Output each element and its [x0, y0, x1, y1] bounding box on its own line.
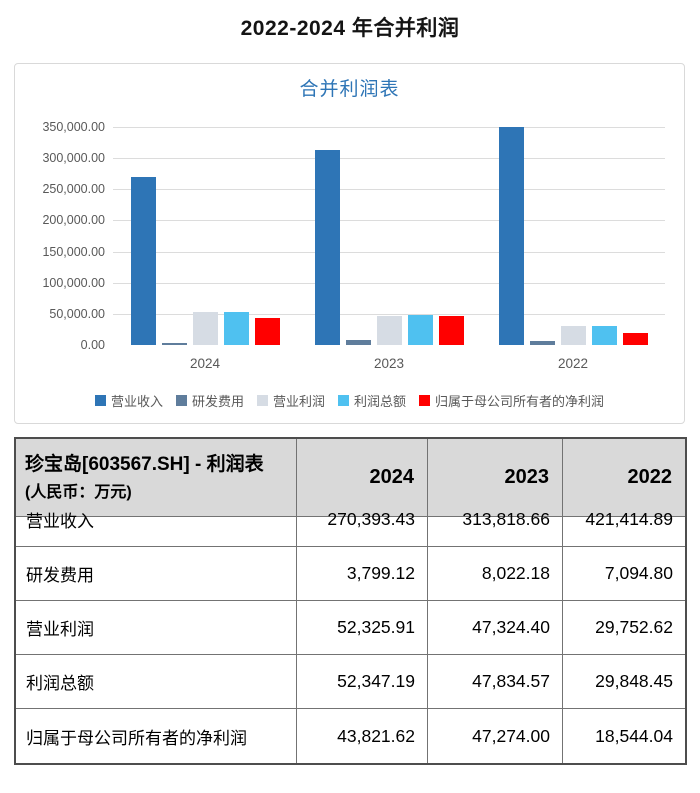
y-tick-label: 50,000.00: [49, 306, 105, 321]
value-operating-profit-2022: 29,752.62: [563, 601, 685, 655]
value-total-profit-2022: 29,848.45: [563, 655, 685, 709]
y-tick-label: 0.00: [80, 338, 105, 352]
bar-operating-revenue-2023: [314, 149, 340, 345]
legend-swatch-icon: [256, 395, 268, 406]
bar-total-profit-2023: [407, 315, 433, 345]
value-rd-expense-2023: 8,022.18: [428, 547, 563, 601]
legend-swatch-icon: [338, 395, 349, 406]
table-title-cell: 珍宝岛[603567.SH] - 利润表 (人民币：万元): [16, 439, 297, 517]
legend-label: 归属于母公司所有者的净利润: [435, 394, 605, 409]
chart-plot-area: [113, 127, 665, 345]
row-label-operating-profit: 营业利润: [16, 601, 297, 655]
y-tick-label: 200,000.00: [42, 213, 105, 228]
value-net-profit-parent-2022: 18,544.04: [595, 725, 673, 746]
bar-group-2022: [481, 127, 665, 345]
x-axis-label-2023: 2023: [373, 356, 405, 371]
column-header-2022: 2022: [563, 439, 685, 517]
bar-group-2024: [113, 127, 297, 345]
table-unit-label: (人民币：万元): [25, 483, 132, 501]
gridline: [113, 313, 665, 315]
legend-label: 利润总额: [354, 394, 407, 409]
legend-item-net-profit-parent: 归属于母公司所有者的净利润: [419, 391, 604, 410]
x-axis-label-2024: 2024: [189, 356, 221, 371]
x-axis-label-2022: 2022: [557, 356, 589, 371]
column-header-2023: 2023: [428, 439, 563, 517]
row-label-rd-expense: 研发费用: [16, 547, 297, 601]
value-operating-profit-2024: 52,325.91: [297, 601, 428, 655]
legend-item-operating-revenue: 营业收入: [94, 391, 163, 410]
bar-total-profit-2022: [591, 326, 617, 345]
y-tick-label: 250,000.00: [42, 182, 105, 197]
value-operating-profit-2023: 47,324.40: [428, 601, 563, 655]
value-operating-revenue-2023: 313,818.66: [428, 493, 563, 547]
bar-group-2023: [297, 127, 481, 345]
bar-net-profit-parent-2023: [438, 315, 464, 345]
row-label-net-profit-parent: 归属于母公司所有者的净利润: [16, 709, 297, 763]
bar-operating-profit-2024: [192, 312, 218, 345]
chart-card: 合并利润表 350,000.00 300,000.00 250,000.00 200,…: [14, 63, 685, 424]
y-tick-label: 100,000.00: [42, 275, 105, 290]
bar-operating-revenue-2022: [498, 127, 524, 345]
legend-label: 营业利润: [272, 394, 325, 409]
value-operating-revenue-2022: 421,414.89: [563, 493, 685, 547]
gridline: [113, 158, 665, 160]
row-label-operating-revenue: 营业收入: [16, 493, 297, 547]
value-operating-revenue-2024: 270,393.43: [297, 493, 428, 547]
page-title: 2022-2024 年合并利润: [240, 17, 460, 40]
bar-operating-profit-2023: [376, 315, 402, 345]
gridline: [113, 251, 665, 253]
table-title: 珍宝岛[603567.SH] - 利润表: [25, 453, 264, 475]
bar-operating-profit-2022: [560, 326, 586, 345]
gridline: [113, 282, 665, 284]
legend-swatch-icon: [419, 395, 431, 406]
y-tick-label: 350,000.00: [42, 120, 105, 134]
bar-rd-expense-2022: [529, 340, 555, 345]
y-tick-label: 300,000.00: [42, 151, 105, 166]
chart-legend: 营业收入 研发费用 营业利润 利润总额 归属于母公司所有者的净利润: [15, 391, 684, 410]
bar-net-profit-parent-2022: [622, 333, 648, 345]
value-total-profit-2024: 52,347.19: [297, 655, 428, 709]
legend-label: 研发费用: [191, 394, 244, 409]
legend-label: 营业收入: [110, 394, 163, 409]
gridline: [113, 220, 665, 222]
bar-net-profit-parent-2024: [254, 317, 280, 345]
legend-swatch-icon: [94, 395, 106, 406]
legend-item-operating-profit: 营业利润: [256, 391, 325, 410]
gridline: [113, 127, 665, 128]
bar-rd-expense-2023: [345, 340, 371, 345]
legend-item-rd-expense: 研发费用: [175, 391, 244, 410]
column-header-2024: 2024: [297, 439, 428, 517]
financial-table: 珍宝岛[603567.SH] - 利润表 (人民币：万元) 2024 2023 …: [14, 437, 687, 765]
legend-item-total-profit: 利润总额: [338, 391, 406, 410]
value-rd-expense-2022: 7,094.80: [563, 547, 685, 601]
bar-rd-expense-2024: [161, 342, 187, 345]
chart-title: 合并利润表: [299, 79, 400, 100]
bar-total-profit-2024: [223, 312, 249, 345]
row-label-total-profit: 利润总额: [16, 655, 297, 709]
value-net-profit-parent-2023: 47,274.00: [428, 709, 563, 763]
legend-swatch-icon: [175, 395, 187, 406]
value-net-profit-parent-2024: 43,821.62: [297, 709, 428, 763]
value-rd-expense-2024: 3,799.12: [297, 547, 428, 601]
y-tick-label: 150,000.00: [42, 244, 105, 259]
gridline: [113, 189, 665, 191]
bar-operating-revenue-2024: [130, 176, 156, 345]
value-total-profit-2023: 47,834.57: [428, 655, 563, 709]
